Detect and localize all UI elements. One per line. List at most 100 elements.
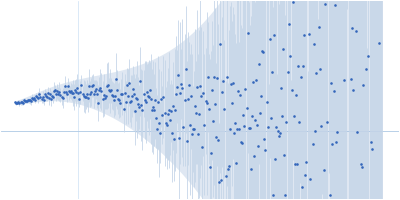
Point [239,141,246,145]
Point [78,84,85,87]
Point [251,154,257,158]
Point [221,107,228,111]
Point [241,124,248,127]
Point [328,81,334,84]
Point [173,93,179,96]
Point [328,143,335,146]
Point [206,165,213,169]
Point [73,91,80,94]
Point [217,42,224,45]
Point [180,126,187,129]
Point [66,90,72,93]
Point [275,130,281,133]
Point [280,47,286,50]
Point [84,92,90,95]
Point [286,55,293,58]
Point [232,121,238,124]
Point [166,109,172,112]
Point [64,92,70,96]
Point [353,29,359,33]
Point [12,101,18,104]
Point [135,103,142,106]
Point [253,78,259,81]
Point [25,98,31,101]
Point [202,99,209,103]
Point [290,0,296,3]
Point [20,101,26,105]
Point [334,131,340,134]
Point [95,101,102,105]
Point [203,102,210,105]
Point [121,92,128,95]
Point [120,107,127,111]
Point [360,84,366,87]
Point [184,97,191,100]
Point [273,125,279,128]
Point [169,131,175,134]
Point [326,194,333,197]
Point [45,91,51,95]
Point [170,105,176,108]
Point [44,95,50,98]
Point [176,136,182,139]
Point [128,100,134,103]
Point [69,91,75,94]
Point [113,78,119,81]
Point [229,102,235,105]
Point [322,3,328,6]
Point [301,33,308,36]
Point [140,92,147,95]
Point [33,94,40,97]
Point [188,95,194,98]
Point [42,92,48,95]
Point [168,109,174,112]
Point [34,96,40,99]
Point [89,84,95,87]
Point [50,95,56,98]
Point [55,92,62,95]
Point [179,87,186,90]
Point [88,90,94,94]
Point [172,109,178,112]
Point [258,94,264,97]
Point [224,167,231,170]
Point [231,132,237,135]
Point [254,123,260,126]
Point [164,124,170,127]
Point [332,3,338,6]
Point [255,145,261,148]
Point [139,108,146,112]
Point [26,99,32,102]
Point [109,94,115,97]
Point [49,94,55,97]
Point [312,130,318,133]
Point [295,64,301,67]
Point [263,100,270,103]
Point [333,140,339,144]
Point [268,70,275,73]
Point [237,94,244,97]
Point [159,114,166,117]
Point [141,98,148,101]
Point [79,92,86,95]
Point [284,70,291,74]
Point [53,93,60,96]
Point [288,89,295,92]
Point [365,54,372,57]
Point [244,32,251,35]
Point [52,88,58,91]
Point [246,126,252,129]
Point [90,84,96,87]
Point [272,157,278,160]
Point [250,81,256,84]
Point [279,114,286,117]
Point [107,90,113,93]
Point [310,143,316,146]
Point [161,112,168,115]
Point [252,119,258,122]
Point [199,145,206,148]
Point [376,42,382,45]
Point [184,139,190,142]
Point [133,96,139,99]
Point [38,97,45,100]
